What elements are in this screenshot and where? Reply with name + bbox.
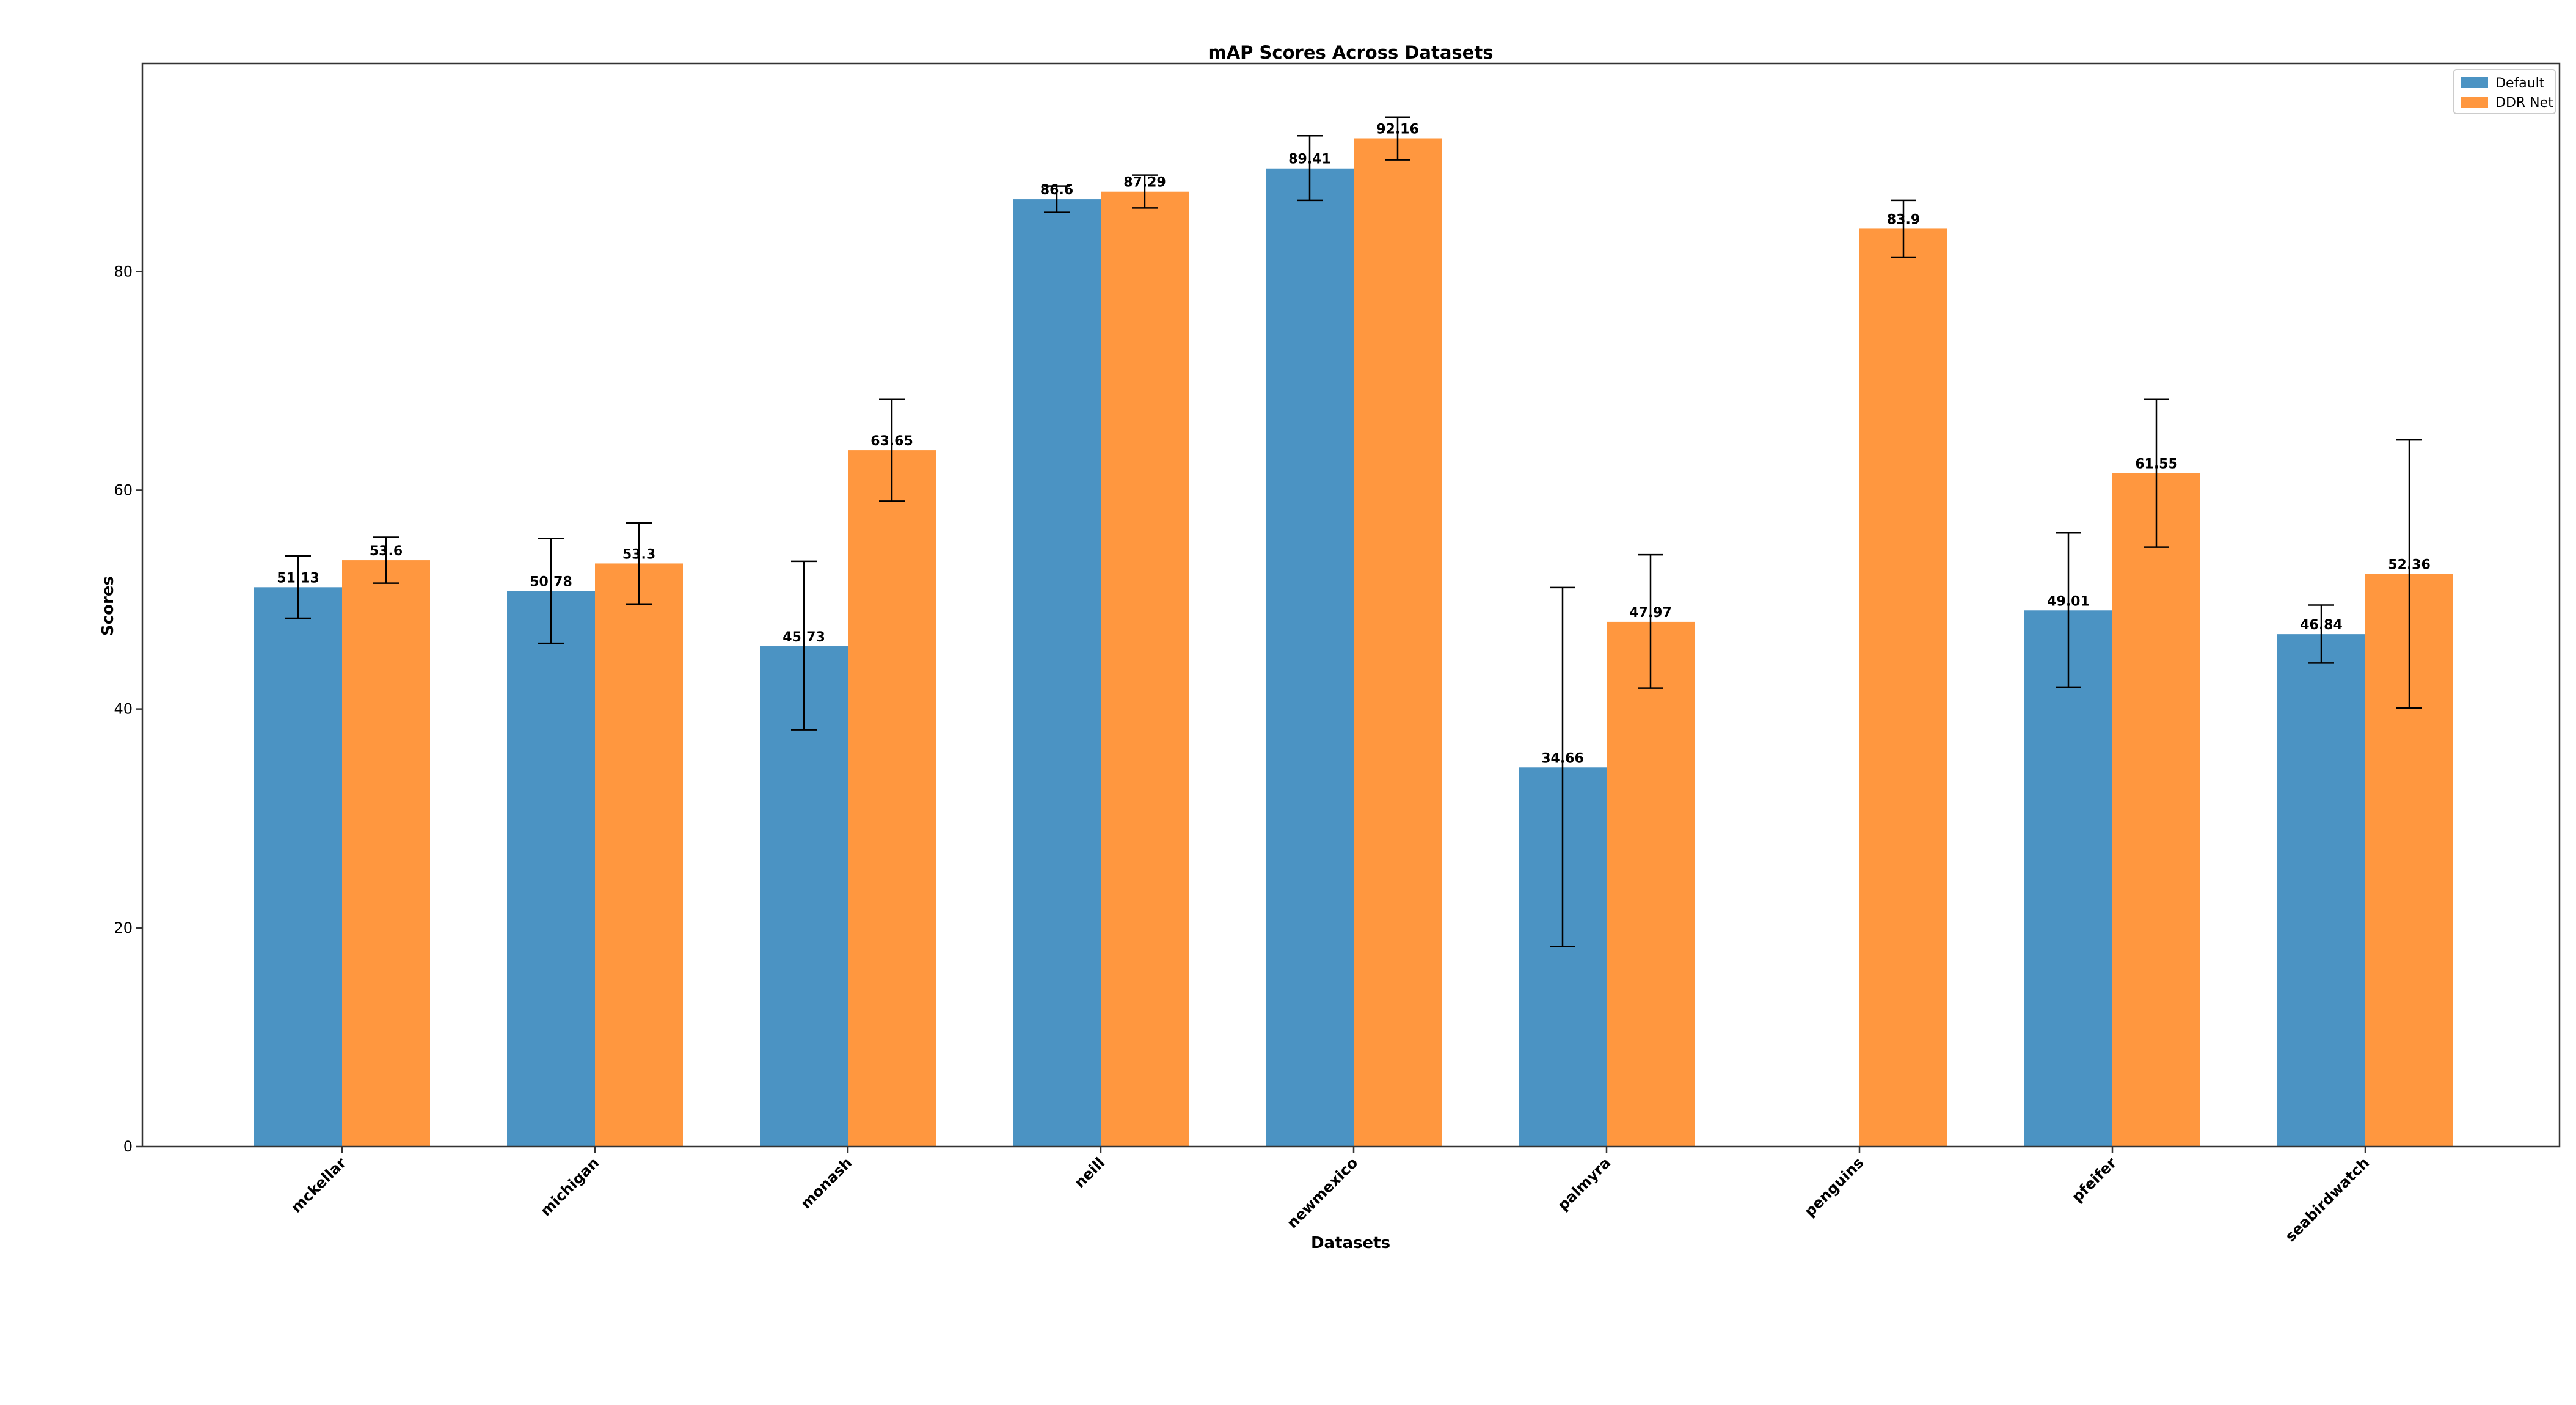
x-tick-label-michigan: michigan	[537, 1154, 602, 1219]
bar-ddr-net-neill	[1101, 191, 1189, 1147]
legend-swatch-default	[2461, 77, 2488, 88]
legend-label-default: Default	[2495, 76, 2545, 91]
error-bar-ddr-net-seabirdwatch	[2396, 439, 2422, 709]
value-label-default-palmyra: 34.66	[1541, 751, 1584, 766]
error-bar-ddr-net-palmyra	[1638, 553, 1663, 689]
bar-ddr-net-monash	[848, 450, 936, 1147]
value-label-default-monash: 45.73	[783, 630, 825, 645]
bar-ddr-net-pfeifer	[2112, 473, 2200, 1147]
value-label-ddr-net-pfeifer: 61.55	[2135, 457, 2178, 472]
value-label-default-seabirdwatch: 46.84	[2300, 618, 2343, 633]
error-bar-default-palmyra	[1550, 586, 1575, 947]
legend-label-ddr-net: DDR Net	[2495, 95, 2553, 111]
bar-default-pfeifer	[2024, 610, 2112, 1147]
x-axis-label: Datasets	[1311, 1234, 1390, 1252]
y-tick-label: 20	[114, 919, 133, 936]
error-bar-ddr-net-pfeifer	[2144, 398, 2169, 548]
value-label-ddr-net-palmyra: 47.97	[1629, 605, 1672, 621]
bar-default-mckellar	[254, 587, 342, 1147]
error-bar-ddr-net-monash	[879, 398, 905, 502]
bar-ddr-net-palmyra	[1607, 621, 1695, 1147]
bar-default-newmexico	[1266, 168, 1354, 1147]
value-label-ddr-net-michigan: 53.3	[622, 547, 655, 562]
value-label-ddr-net-penguins: 83.9	[1887, 212, 1920, 227]
x-tick-label-pfeifer: pfeifer	[2068, 1154, 2120, 1205]
value-label-ddr-net-monash: 63.65	[870, 434, 913, 449]
y-tick-label: 0	[123, 1138, 133, 1155]
error-bar-ddr-net-neill	[1132, 174, 1158, 209]
value-label-default-neill: 86.6	[1040, 183, 1073, 198]
bar-default-neill	[1013, 199, 1101, 1147]
value-label-default-pfeifer: 49.01	[2047, 594, 2090, 609]
value-label-default-mckellar: 51.13	[277, 571, 319, 586]
error-bar-ddr-net-mckellar	[373, 536, 399, 584]
error-bar-default-pfeifer	[2056, 532, 2081, 688]
x-tick-label-penguins: penguins	[1801, 1154, 1867, 1220]
error-bar-ddr-net-penguins	[1891, 199, 1916, 258]
error-bar-default-mckellar	[285, 555, 311, 619]
value-label-ddr-net-newmexico: 92.16	[1376, 122, 1419, 137]
value-label-ddr-net-neill: 87.29	[1123, 175, 1166, 191]
error-bar-default-seabirdwatch	[2308, 604, 2334, 664]
x-tick-label-neill: neill	[1071, 1154, 1108, 1191]
y-tick-label: 60	[114, 481, 133, 498]
error-bar-ddr-net-newmexico	[1385, 116, 1410, 161]
value-label-default-newmexico: 89.41	[1288, 152, 1331, 167]
bar-ddr-net-penguins	[1859, 228, 1947, 1147]
bar-ddr-net-mckellar	[342, 560, 430, 1147]
error-bar-ddr-net-michigan	[626, 522, 652, 605]
error-bar-default-newmexico	[1297, 134, 1323, 202]
plot-area: 51.13 50.78 45.73 86.6 89.41 34.66 49.01 46.84 5…	[114, 62, 2561, 1245]
y-tick-label: 40	[114, 701, 133, 718]
x-tick-label-newmexico: newmexico	[1283, 1154, 1361, 1232]
bar-ddr-net-newmexico	[1354, 138, 1442, 1147]
legend: Default DDR Net	[2453, 69, 2556, 114]
error-bar-default-michigan	[538, 538, 564, 644]
value-label-ddr-net-seabirdwatch: 52.36	[2388, 557, 2431, 572]
error-bar-default-monash	[791, 560, 817, 731]
chart-title: mAP Scores Across Datasets	[1208, 42, 1494, 63]
error-bar-default-neill	[1044, 185, 1070, 213]
axes-frame	[141, 62, 2561, 1148]
value-label-ddr-net-mckellar: 53.6	[370, 544, 403, 559]
x-tick-label-palmyra: palmyra	[1554, 1154, 1614, 1214]
y-axis-label: Scores	[99, 576, 117, 636]
bar-default-michigan	[507, 591, 595, 1147]
x-tick-label-mckellar: mckellar	[288, 1154, 349, 1216]
bar-default-seabirdwatch	[2277, 634, 2365, 1147]
value-label-default-michigan: 50.78	[530, 575, 572, 590]
x-tick-label-seabirdwatch: seabirdwatch	[2282, 1154, 2373, 1245]
y-tick-label: 80	[114, 263, 133, 280]
legend-swatch-ddr-net	[2461, 97, 2488, 108]
bar-ddr-net-michigan	[595, 563, 683, 1147]
x-tick-label-monash: monash	[797, 1154, 855, 1212]
